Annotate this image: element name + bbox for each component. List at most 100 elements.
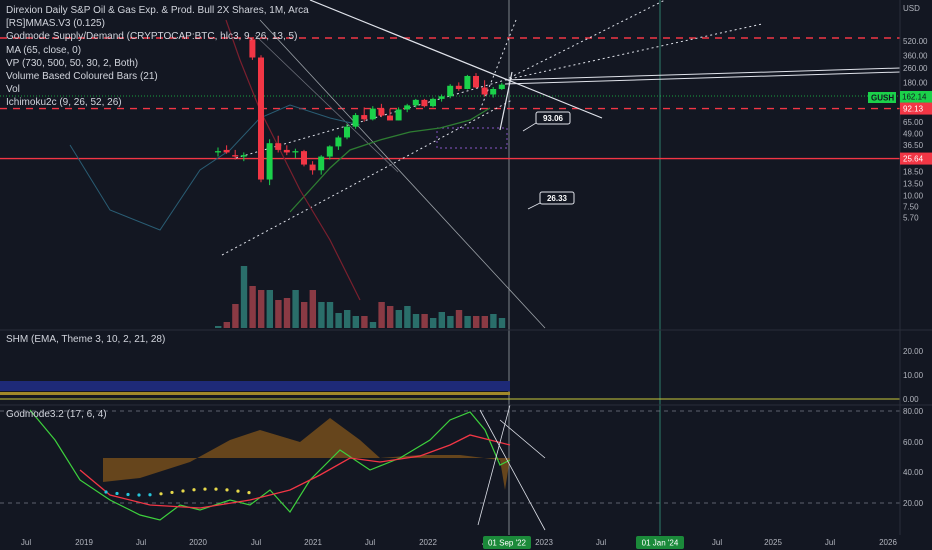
level-price-label: 25.64 [903,155,924,164]
volume-bar [490,314,497,328]
time-tick-label: Jul [596,538,606,547]
legend-item-ichimoku[interactable]: Ichimoku2c (9, 26, 52, 26) [6,97,122,109]
volume-bars [215,266,506,328]
time-tick-label: Jul [365,538,375,547]
legend-item-volume-bars[interactable]: Volume Based Coloured Bars (21) [6,70,158,82]
candle-body [421,99,428,107]
candle-body [232,155,239,157]
shm-band [0,392,510,395]
box [436,127,508,149]
candle-body [335,137,342,147]
osc-line [499,419,546,459]
volume-bar [412,314,420,328]
level-price-label: 92.13 [903,105,924,114]
legend-item-godmode-sd[interactable]: Godmode Supply/Demand (CRYPTOCAP:BTC, hl… [6,31,298,43]
shm-tick-label: 20.00 [903,347,924,356]
candle-body [326,146,333,157]
callout-label: 93.06 [543,114,564,123]
volume-bar [352,316,359,328]
price-tick-label: 13.50 [903,180,924,189]
candle-body [266,143,273,180]
candle-body [249,39,256,58]
signal-dot [148,493,152,497]
volume-bar [283,298,291,328]
signal-dot [170,490,174,495]
volume-bar [292,290,299,328]
candle-body [292,151,299,153]
godmode-tick-label: 60.00 [903,438,924,447]
time-highlight-label: 01 Sep '22 [488,539,527,548]
price-tick-label: 7.50 [903,203,919,212]
level-price-bg [900,102,932,115]
candle-body [430,98,436,107]
volume-bar [361,316,368,328]
gush-tag-label: GUSH [871,94,894,103]
candle-body [215,151,221,153]
ichimoku-line [225,19,361,301]
signal-dot [192,488,196,492]
osc-line [477,404,511,526]
time-tick-label: 2021 [304,538,322,547]
volume-bar [240,266,248,328]
candle-body [361,115,368,120]
fan-line [504,23,763,81]
volume-bar [464,316,471,328]
volume-bar [369,322,377,328]
time-tick-label: 2019 [75,538,93,547]
osc-line [479,409,546,531]
candle-body [464,75,471,89]
candle-body [309,164,316,171]
callout-box [535,111,571,125]
gush-tag-label-bg [868,92,896,103]
candle-body [318,156,325,171]
volume-bar [309,290,316,328]
legend-item-vp[interactable]: VP (730, 500, 50, 30, 2, Both) [6,57,139,69]
price-tick-label: 49.00 [903,129,924,138]
volume-bar [266,290,273,328]
volume-bar [344,310,351,328]
volume-bar [223,322,230,328]
candle-body [404,105,411,110]
time-axis-bg [0,535,932,550]
volume-bar [481,316,488,328]
candle-body [275,143,282,150]
price-tick-label: 360.00 [903,51,928,60]
godmode-tick-label: 80.00 [903,407,924,416]
signal-dot [236,489,240,493]
shm-panel-title[interactable]: SHM (EMA, Theme 3, 10, 2, 21, 28) [6,334,166,345]
price-tick-label: 520.00 [903,37,928,46]
time-tick-label: 2020 [189,538,207,547]
candle-body [395,109,402,121]
cloud-fill [103,418,510,490]
panel-separators[interactable] [0,0,932,535]
time-axis[interactable]: Jul 2019 Jul 2020 Jul 2021 Jul 2022 Jul 2023 Jul 20… [0,535,932,550]
ma-line [289,107,491,213]
legend-item-mmas[interactable]: [RS]MMAS.V3 (0.125) [6,18,105,30]
time-tick-label: Jul [825,538,835,547]
candlesticks[interactable] [215,38,505,186]
signal-dot [203,487,207,491]
candle-body [473,75,479,88]
godmode-tick-label: 20.00 [903,499,924,508]
volume-bar [438,312,445,328]
time-highlight: 01 Sep '22 [483,536,531,549]
volume-bar [473,316,480,328]
candle-body [481,87,488,95]
candle-body [301,151,307,165]
volume-bar [421,314,428,328]
legend-item-vol[interactable]: Vol [6,84,20,96]
signal-dot [247,491,251,495]
gush-price: 162.14 [902,93,927,102]
volume-bar [301,302,308,328]
chart-title[interactable]: Direxion Daily S&P Oil & Gas Exp. & Prod… [6,5,309,16]
slow-line [79,434,511,509]
time-tick-label: 2022 [419,538,437,547]
legend-item-ma[interactable]: MA (65, close, 0) [6,44,82,56]
time-tick-label: 2025 [764,538,782,547]
signal-dot [115,491,119,496]
godmode-panel-title[interactable]: Godmode3.2 (17, 6, 4) [6,409,107,420]
candle-body [447,85,454,97]
candle-body [352,115,359,127]
signal-dot [104,490,108,494]
